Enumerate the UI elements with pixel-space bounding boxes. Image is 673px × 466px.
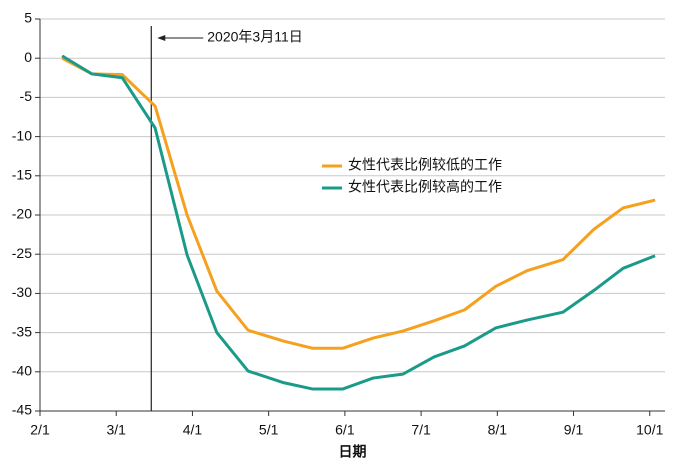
legend-label: 女性代表比例较高的工作 bbox=[348, 179, 502, 195]
y-tick-label: -30 bbox=[12, 284, 32, 300]
y-tick-label: -20 bbox=[12, 206, 32, 222]
series-line bbox=[61, 54, 656, 391]
legend-label: 女性代表比例较低的工作 bbox=[348, 157, 502, 173]
y-tick-label: -15 bbox=[12, 167, 32, 183]
x-tick-label: 4/1 bbox=[183, 422, 203, 438]
x-tick-label: 5/1 bbox=[259, 422, 279, 438]
x-tick-label: 9/1 bbox=[564, 422, 584, 438]
x-axis-label: 日期 bbox=[339, 444, 367, 460]
y-tick-label: -35 bbox=[12, 323, 32, 339]
y-tick-label: -25 bbox=[12, 245, 32, 261]
annotation-arrowhead bbox=[157, 35, 166, 41]
x-tick-label: 7/1 bbox=[411, 422, 431, 438]
x-tick-label: 10/1 bbox=[636, 422, 663, 438]
x-tick-label: 3/1 bbox=[106, 422, 126, 438]
y-tick-label: -45 bbox=[12, 402, 32, 418]
annotation-text: 2020年3月11日 bbox=[207, 29, 302, 45]
y-tick-label: -5 bbox=[20, 88, 33, 104]
x-tick-label: 6/1 bbox=[335, 422, 355, 438]
x-tick-label: 2/1 bbox=[30, 422, 50, 438]
y-tick-label: 5 bbox=[24, 10, 32, 26]
series-line bbox=[61, 56, 656, 350]
y-tick-label: 0 bbox=[24, 49, 32, 65]
y-tick-label: -40 bbox=[12, 363, 32, 379]
x-tick-label: 8/1 bbox=[488, 422, 508, 438]
y-tick-label: -10 bbox=[12, 127, 32, 143]
